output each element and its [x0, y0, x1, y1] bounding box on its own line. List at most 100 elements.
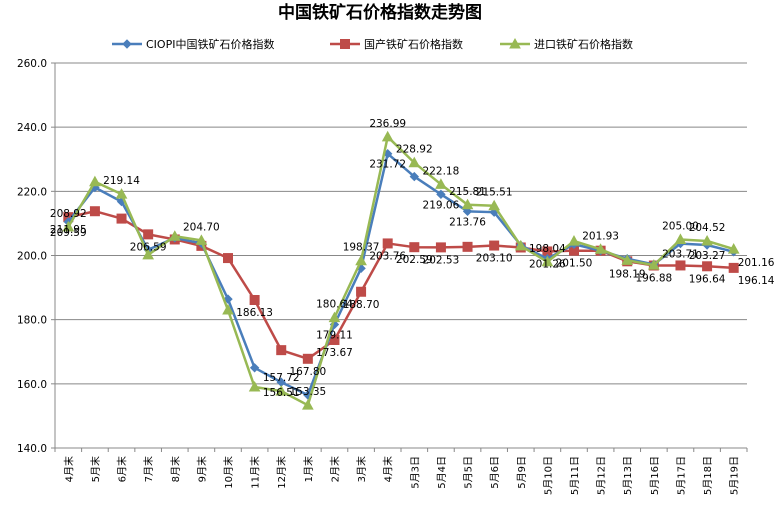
data-label: 203.76: [369, 250, 406, 262]
data-label: 231.72: [369, 159, 406, 171]
axes: [51, 62, 748, 452]
data-label: 236.99: [369, 118, 406, 130]
y-axis-ticks: 140.0 160.0 180.0 200.0 220.0 240.0 260.0: [17, 58, 47, 455]
x-tick-label: 1月末: [302, 456, 315, 482]
data-label: 201.93: [582, 230, 619, 242]
data-label: 209.59: [50, 227, 87, 239]
diamond-marker: [249, 363, 260, 373]
x-tick-label: 7月末: [142, 456, 155, 482]
square-marker: [143, 229, 154, 240]
x-tick-label: 5月5日: [463, 456, 475, 489]
data-label: 157.72: [263, 372, 300, 384]
data-label: 196.64: [689, 273, 726, 285]
data-label: 203.10: [476, 253, 513, 265]
square-marker: [356, 286, 367, 297]
x-tick-label: 4月末: [382, 456, 395, 482]
y-tick-label: 200.0: [17, 251, 47, 263]
data-label: 202.59: [396, 254, 433, 266]
x-tick-label: 5月11日: [569, 456, 581, 495]
data-label: 186.13: [236, 307, 273, 319]
triangle-marker: [514, 239, 527, 251]
triangle-marker: [301, 399, 314, 410]
data-label: 201.16: [738, 257, 775, 269]
square-marker: [89, 206, 100, 217]
legend-item: CIOPI中国铁矿石价格指数: [112, 37, 274, 51]
triangle-marker: [168, 230, 181, 241]
triangle-marker: [461, 198, 474, 210]
square-marker: [462, 241, 473, 252]
triangle-marker: [568, 235, 580, 246]
legend-item: 国产铁矿石价格指数: [330, 37, 463, 51]
data-label: 156.51: [263, 387, 300, 399]
square-marker: [276, 345, 287, 356]
square-marker: [382, 238, 393, 249]
x-axis-ticks: 4月末 5月末 6月末 7月末 8月末 9月末 10月末 11月末 12月末 1月末 2月末 3月末 4…: [62, 456, 740, 495]
square-marker: [116, 213, 127, 224]
y-tick-label: 240.0: [17, 122, 47, 134]
data-label: 213.76: [449, 216, 486, 228]
x-tick-label: 9月末: [195, 456, 208, 482]
data-label: 196.88: [635, 273, 672, 285]
diamond-marker: [223, 294, 233, 304]
diamond-marker: [462, 206, 473, 217]
square-marker: [702, 261, 713, 272]
x-tick-label: 5月18日: [702, 456, 714, 495]
data-label: 222.18: [423, 165, 460, 177]
diamond-marker: [436, 189, 446, 200]
triangle-marker: [328, 311, 341, 323]
data-label: 201.26: [529, 258, 566, 270]
data-label: 196.14: [738, 275, 775, 287]
square-marker: [675, 260, 686, 271]
triangle-marker: [647, 259, 660, 270]
data-label: 219.06: [423, 199, 460, 211]
legend-label: 国产铁矿石价格指数: [364, 37, 463, 51]
data-label: 203.71: [662, 249, 699, 261]
x-tick-label: 5月3日: [409, 456, 421, 489]
triangle-marker: [89, 175, 101, 187]
triangle-marker: [594, 243, 607, 254]
x-tick-label: 5月末: [89, 456, 102, 482]
data-label: 228.92: [396, 144, 433, 156]
y-tick-label: 180.0: [17, 315, 47, 327]
square-marker: [249, 294, 260, 305]
triangle-marker: [674, 233, 687, 244]
data-label: 173.67: [316, 347, 353, 359]
triangle-marker: [435, 178, 447, 189]
y-tick-label: 140.0: [17, 443, 47, 455]
x-tick-label: 2月末: [328, 456, 341, 482]
data-label: 215.51: [476, 187, 513, 199]
square-marker: [435, 242, 446, 253]
x-tick-label: 4月末: [62, 456, 75, 482]
diamond-marker: [409, 171, 420, 182]
x-tick-label: 5月13日: [622, 456, 634, 495]
series-line: [67, 135, 735, 407]
triangle-marker: [621, 254, 634, 265]
data-label: 219.14: [103, 175, 140, 187]
data-label: 198.19: [609, 268, 646, 280]
square-marker: [489, 240, 500, 251]
y-tick-label: 220.0: [17, 186, 47, 198]
triangle-marker: [195, 234, 208, 245]
x-tick-label: 5月12日: [596, 456, 608, 495]
data-label: 204.70: [183, 221, 220, 233]
data-label: 206.59: [130, 241, 167, 253]
data-label: 198.04: [529, 243, 566, 255]
x-tick-label: 5月17日: [675, 456, 687, 495]
data-label: 153.35: [289, 386, 326, 398]
triangle-marker: [248, 381, 261, 392]
triangle-marker: [275, 385, 288, 396]
data-label: 211.95: [50, 224, 87, 236]
chart-title: 中国铁矿石价格指数走势图: [278, 2, 482, 23]
x-tick-label: 10月末: [222, 456, 235, 489]
legend-item: 进口铁矿石价格指数: [500, 37, 633, 51]
series-2: [62, 130, 740, 410]
series-line: [68, 209, 734, 361]
x-tick-label: 5月19日: [729, 456, 741, 495]
square-marker: [302, 353, 313, 364]
y-tick-label: 160.0: [17, 379, 47, 391]
data-label: 208.92: [50, 208, 87, 220]
data-label: 188.70: [343, 299, 380, 311]
x-tick-label: 3月末: [355, 456, 368, 482]
